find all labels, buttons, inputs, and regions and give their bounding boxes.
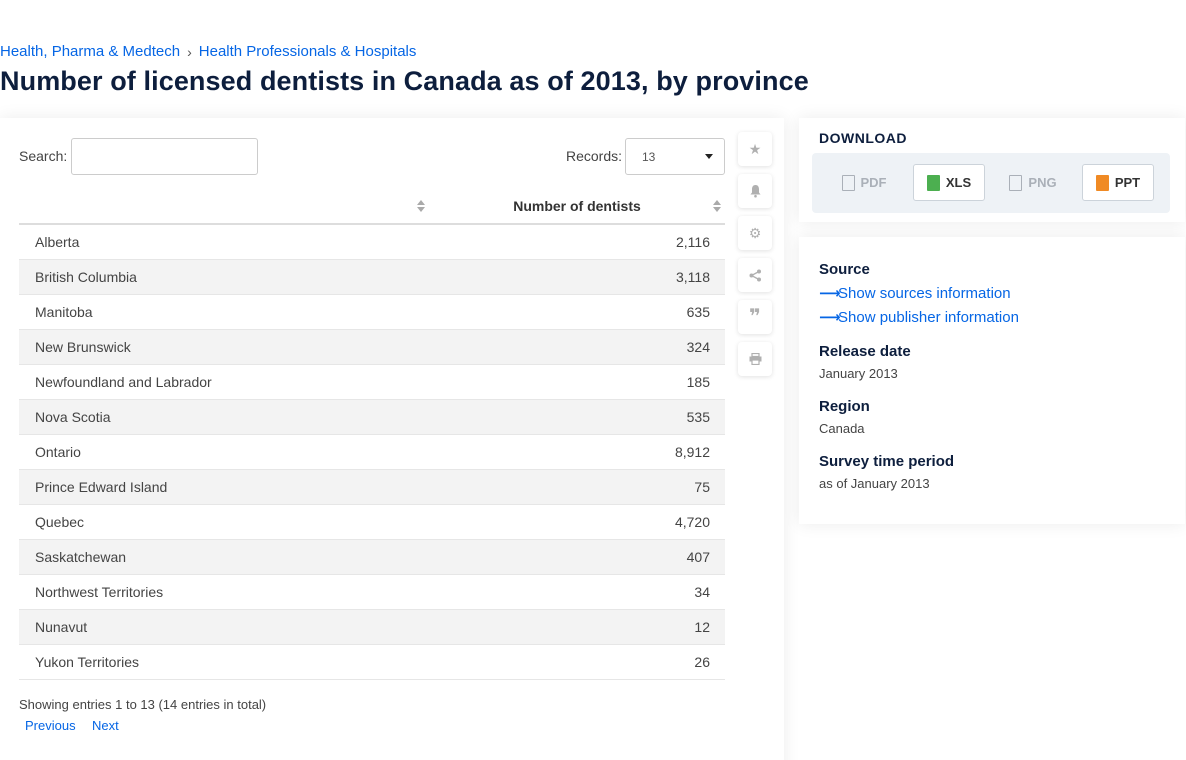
bell-icon xyxy=(750,185,760,198)
gear-icon: ⚙ xyxy=(748,224,762,241)
download-xls-button[interactable]: XLS xyxy=(913,164,985,201)
download-panel: DOWNLOAD PDF XLS PNG PPT xyxy=(799,118,1185,222)
sort-icon xyxy=(417,200,425,214)
row-value: 75 xyxy=(429,469,725,505)
chevron-down-icon xyxy=(705,154,713,159)
row-value: 4,720 xyxy=(429,504,725,540)
breadcrumb-separator: › xyxy=(187,43,192,60)
breadcrumb: Health, Pharma & Medtech › Health Profes… xyxy=(0,43,416,60)
row-name: Ontario xyxy=(19,434,429,470)
row-name: Prince Edward Island xyxy=(19,469,429,505)
download-ppt-button[interactable]: PPT xyxy=(1082,164,1154,201)
source-heading: Source xyxy=(819,261,870,278)
row-value: 324 xyxy=(429,329,725,365)
statistic-info-panel: Source ⟶ Show sources information ⟶ Show… xyxy=(799,237,1185,524)
notification-button[interactable] xyxy=(738,174,772,208)
search-input[interactable] xyxy=(71,138,258,175)
table-row: Ontario 8,912 xyxy=(19,434,725,470)
region-heading: Region xyxy=(819,398,870,415)
row-name: Nunavut xyxy=(19,609,429,645)
quote-icon: ❞ xyxy=(749,306,761,328)
table-row: Newfoundland and Labrador 185 xyxy=(19,364,725,400)
row-value: 12 xyxy=(429,609,725,645)
png-file-icon xyxy=(1009,174,1023,191)
entries-info: Showing entries 1 to 13 (14 entries in t… xyxy=(19,697,267,712)
next-page-button[interactable]: Next xyxy=(92,718,119,733)
table-row: Alberta 2,116 xyxy=(19,224,725,260)
row-name: Yukon Territories xyxy=(19,644,429,680)
sort-icon xyxy=(713,200,721,214)
settings-button[interactable]: ⚙ xyxy=(738,216,772,250)
column-header-region[interactable] xyxy=(19,189,429,225)
row-value: 185 xyxy=(429,364,725,400)
table-row: Saskatchewan 407 xyxy=(19,539,725,575)
row-name: New Brunswick xyxy=(19,329,429,365)
row-name: Newfoundland and Labrador xyxy=(19,364,429,400)
table-row: Nunavut 12 xyxy=(19,609,725,645)
download-buttons: PDF XLS PNG PPT xyxy=(812,153,1170,213)
row-name: Alberta xyxy=(19,224,429,260)
row-name: Northwest Territories xyxy=(19,574,429,610)
records-select[interactable]: 13 xyxy=(625,138,725,175)
star-icon: ★ xyxy=(748,140,762,157)
print-button[interactable] xyxy=(738,342,772,376)
row-name: British Columbia xyxy=(19,259,429,295)
release-date-heading: Release date xyxy=(819,343,911,360)
download-pdf-button[interactable]: PDF xyxy=(828,164,900,201)
share-button[interactable] xyxy=(738,258,772,292)
table-row: New Brunswick 324 xyxy=(19,329,725,365)
row-value: 34 xyxy=(429,574,725,610)
row-name: Manitoba xyxy=(19,294,429,330)
row-name: Saskatchewan xyxy=(19,539,429,575)
data-table: Number of dentists Alberta 2,116 British … xyxy=(19,189,725,680)
survey-period-value: as of January 2013 xyxy=(819,476,930,491)
show-publisher-link[interactable]: ⟶ Show publisher information xyxy=(819,308,1019,327)
xls-file-icon xyxy=(926,174,940,191)
table-row: Quebec 4,720 xyxy=(19,504,725,540)
page-title: Number of licensed dentists in Canada as… xyxy=(0,66,809,96)
previous-page-button[interactable]: Previous xyxy=(25,718,76,733)
search-label: Search: xyxy=(19,148,68,164)
print-icon xyxy=(749,353,761,365)
pdf-file-icon xyxy=(841,174,855,191)
table-row: British Columbia 3,118 xyxy=(19,259,725,295)
row-value: 635 xyxy=(429,294,725,330)
tool-bar: ★ ⚙ ❞ xyxy=(738,132,772,384)
records-value: 13 xyxy=(642,150,656,164)
share-icon xyxy=(749,269,761,281)
row-name: Nova Scotia xyxy=(19,399,429,435)
row-value: 26 xyxy=(429,644,725,680)
row-value: 8,912 xyxy=(429,434,725,470)
table-row: Manitoba 635 xyxy=(19,294,725,330)
breadcrumb-link-professionals[interactable]: Health Professionals & Hospitals xyxy=(198,43,417,60)
download-title: DOWNLOAD xyxy=(819,130,907,146)
row-value: 3,118 xyxy=(429,259,725,295)
row-name: Quebec xyxy=(19,504,429,540)
table-row: Yukon Territories 26 xyxy=(19,644,725,680)
table-row: Prince Edward Island 75 xyxy=(19,469,725,505)
release-date-value: January 2013 xyxy=(819,366,898,381)
row-value: 407 xyxy=(429,539,725,575)
show-sources-link[interactable]: ⟶ Show sources information xyxy=(819,284,1011,303)
region-value: Canada xyxy=(819,421,865,436)
row-value: 2,116 xyxy=(429,224,725,260)
cite-button[interactable]: ❞ xyxy=(738,300,772,334)
survey-period-heading: Survey time period xyxy=(819,453,955,470)
breadcrumb-link-health[interactable]: Health, Pharma & Medtech xyxy=(0,43,181,60)
records-label: Records: xyxy=(566,148,623,164)
row-value: 535 xyxy=(429,399,725,435)
table-row: Northwest Territories 34 xyxy=(19,574,725,610)
ppt-file-icon xyxy=(1095,174,1109,191)
column-header-number-of-dentists[interactable]: Number of dentists xyxy=(429,189,725,225)
table-row: Nova Scotia 535 xyxy=(19,399,725,435)
favorite-button[interactable]: ★ xyxy=(738,132,772,166)
arrow-right-icon: ⟶ xyxy=(819,309,841,326)
download-png-button[interactable]: PNG xyxy=(997,164,1069,201)
arrow-right-icon: ⟶ xyxy=(819,285,841,302)
